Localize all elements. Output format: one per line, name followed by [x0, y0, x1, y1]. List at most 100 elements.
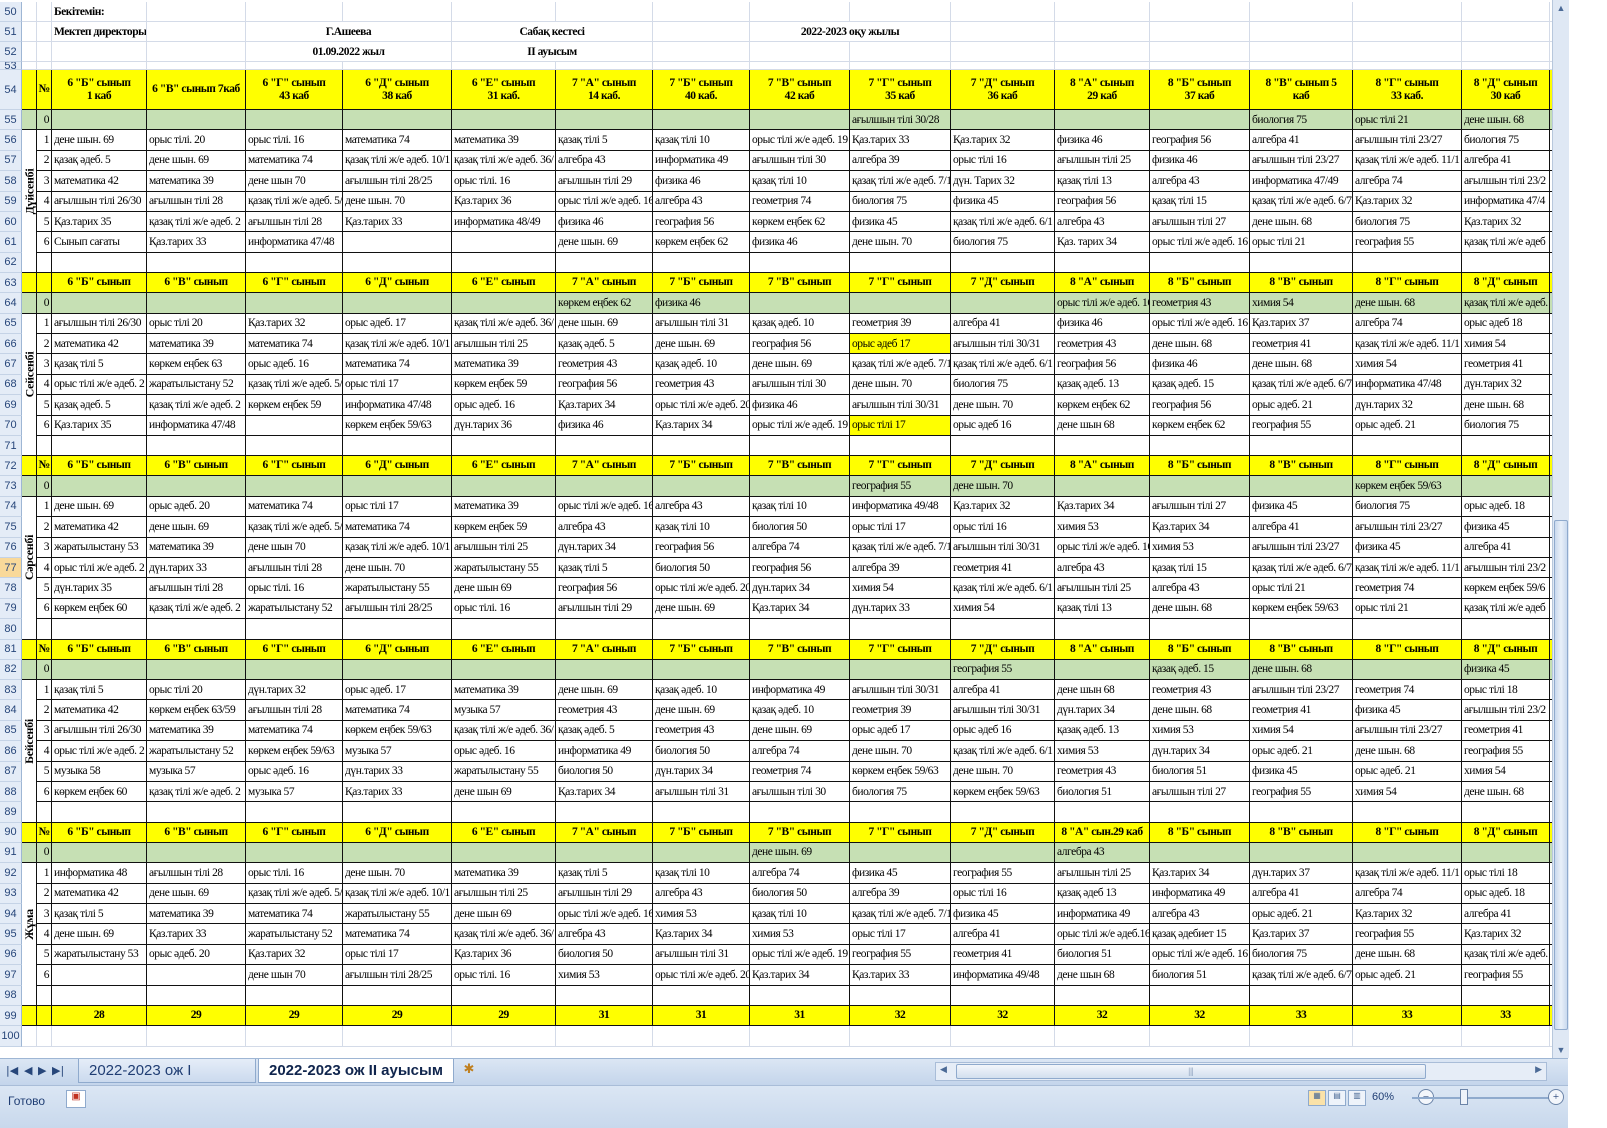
empty-cell[interactable]: [246, 436, 343, 457]
lesson-cell[interactable]: [1462, 476, 1550, 497]
lesson-cell[interactable]: [147, 293, 246, 314]
empty-cell[interactable]: [37, 1006, 52, 1027]
lesson-cell[interactable]: орыс әдеб. 16: [246, 761, 343, 782]
row-header[interactable]: 75: [0, 517, 22, 538]
empty-cell[interactable]: [1250, 1026, 1353, 1047]
lesson-cell[interactable]: биология 51: [1150, 761, 1250, 782]
lesson-cell[interactable]: биология 50: [653, 558, 750, 579]
row-header[interactable]: 96: [0, 944, 22, 966]
row-header[interactable]: 55: [0, 110, 22, 131]
lesson-cell[interactable]: Қаз.тарих 35: [52, 415, 147, 436]
lesson-cell[interactable]: [452, 659, 556, 680]
insert-sheet-icon[interactable]: ✱: [463, 1061, 475, 1076]
lesson-cell[interactable]: алгебра 43: [1150, 578, 1250, 599]
empty-cell[interactable]: [1150, 62, 1250, 70]
lesson-cell[interactable]: Қаз.тарих 33: [343, 782, 452, 803]
lesson-cell[interactable]: [1055, 110, 1150, 131]
lesson-cell[interactable]: [850, 293, 951, 314]
empty-cell[interactable]: [1550, 965, 1552, 986]
lesson-cell[interactable]: дүн.тарих 34: [1055, 700, 1150, 721]
lesson-cell[interactable]: Қаз.тарих 32: [1353, 191, 1462, 212]
lesson-cell[interactable]: орыс әдеб 16: [951, 415, 1055, 436]
empty-cell[interactable]: [1462, 62, 1550, 70]
lesson-cell[interactable]: қазақ тілі 5: [52, 680, 147, 701]
empty-cell[interactable]: [452, 252, 556, 274]
empty-cell[interactable]: [1462, 2, 1550, 22]
lesson-cell[interactable]: қазақ тілі 10: [750, 171, 850, 192]
lesson-cell[interactable]: қазақ тілі ж/е әдеб. 6/7: [1250, 191, 1353, 212]
empty-cell[interactable]: [343, 985, 452, 1006]
empty-cell[interactable]: [653, 42, 750, 62]
first-sheet-icon[interactable]: |◀: [6, 1064, 19, 1077]
empty-cell[interactable]: [951, 22, 1055, 42]
empty-cell[interactable]: [1550, 904, 1552, 925]
lesson-cell[interactable]: физика 46: [1150, 150, 1250, 172]
lesson-cell[interactable]: дене шын. 69: [147, 517, 246, 538]
lesson-cell[interactable]: қазақ тілі ж/е әдеб.: [1462, 944, 1550, 966]
lesson-cell[interactable]: қазақ тілі ж/е әдеб. 5/: [246, 191, 343, 212]
row-header[interactable]: 74: [0, 496, 22, 518]
lesson-cell[interactable]: химия 54: [951, 598, 1055, 620]
lesson-cell[interactable]: қазақ тілі ж/е әдеб. 6/1: [951, 741, 1055, 762]
empty-cell[interactable]: [1055, 62, 1150, 70]
lesson-cell[interactable]: биология 75: [1353, 212, 1462, 233]
lesson-cell[interactable]: алгебра 43: [653, 496, 750, 518]
empty-cell[interactable]: [1150, 22, 1250, 42]
lesson-cell[interactable]: Қаз.тарих 33: [343, 212, 452, 233]
row-header[interactable]: 95: [0, 924, 22, 945]
lesson-cell[interactable]: қазақ тілі ж/е әдеб. 5/: [246, 517, 343, 538]
normal-view-icon[interactable]: ▦: [1308, 1090, 1326, 1106]
lesson-cell[interactable]: физика 45: [850, 863, 951, 884]
row-header[interactable]: 97: [0, 965, 22, 986]
lesson-cell[interactable]: математика 42: [52, 171, 147, 192]
lesson-cell[interactable]: қазақ әдеб. 13: [1055, 720, 1150, 742]
last-sheet-icon[interactable]: ▶|: [52, 1064, 65, 1077]
lesson-cell[interactable]: қазақ тілі 10: [653, 517, 750, 538]
lesson-cell[interactable]: [52, 476, 147, 497]
lesson-cell[interactable]: информатика 48/49: [452, 212, 556, 233]
lesson-cell[interactable]: қазақ әдебиет 15: [1150, 924, 1250, 945]
empty-cell[interactable]: [37, 436, 52, 457]
lesson-cell[interactable]: ағылшын тілі 29: [556, 883, 653, 904]
horizontal-scrollbar[interactable]: ◀ ||| ▶: [935, 1062, 1547, 1081]
empty-cell[interactable]: [452, 1026, 556, 1047]
row-header[interactable]: 80: [0, 619, 22, 640]
horizontal-scroll-thumb[interactable]: |||: [956, 1064, 1426, 1079]
lesson-cell[interactable]: орыс әдеб. 21: [1353, 965, 1462, 986]
lesson-cell[interactable]: дүн.тарих 36: [452, 415, 556, 436]
lesson-cell[interactable]: [653, 659, 750, 680]
lesson-cell[interactable]: орыс тілі ж/е әдеб. 16: [556, 904, 653, 925]
lesson-cell[interactable]: ағылшын тілі 30: [750, 374, 850, 396]
empty-cell[interactable]: [1353, 802, 1462, 823]
lesson-cell[interactable]: Қаз.тарих 32: [246, 313, 343, 334]
empty-cell[interactable]: [1353, 2, 1462, 22]
lesson-cell[interactable]: Қаз. тарих 34: [1055, 232, 1150, 253]
empty-cell[interactable]: [1550, 599, 1552, 620]
lesson-cell[interactable]: физика 45: [1250, 496, 1353, 518]
lesson-cell[interactable]: биология 75: [1250, 110, 1353, 131]
lesson-cell[interactable]: [452, 110, 556, 131]
lesson-cell[interactable]: геометрия 41: [1462, 354, 1550, 375]
lesson-cell[interactable]: геометрия 39: [850, 313, 951, 334]
lesson-cell[interactable]: география 55: [850, 944, 951, 966]
empty-cell[interactable]: [1550, 822, 1552, 843]
macro-record-icon[interactable]: ▣: [66, 1090, 86, 1108]
lesson-cell[interactable]: [147, 965, 246, 986]
empty-cell[interactable]: [1550, 639, 1552, 660]
lesson-cell[interactable]: физика 46: [653, 171, 750, 192]
lesson-cell[interactable]: орыс тілі 21: [1250, 232, 1353, 253]
lesson-cell[interactable]: Қаз.тарих 34: [750, 965, 850, 986]
zoom-slider[interactable]: [1412, 1097, 1552, 1099]
lesson-cell[interactable]: геометрия 43: [556, 700, 653, 721]
row-header[interactable]: 81: [0, 639, 22, 660]
lesson-cell[interactable]: орыс әдеб. 21: [1250, 395, 1353, 416]
day-cell[interactable]: [22, 842, 37, 864]
empty-cell[interactable]: [452, 619, 556, 640]
lesson-cell[interactable]: геометрия 43: [1055, 334, 1150, 355]
lesson-cell[interactable]: математика 39: [452, 354, 556, 375]
lesson-cell[interactable]: дүн.тарих 32: [1353, 395, 1462, 416]
lesson-cell[interactable]: биология 75: [951, 232, 1055, 253]
empty-cell[interactable]: [1550, 538, 1552, 558]
lesson-cell[interactable]: [147, 476, 246, 497]
lesson-cell[interactable]: [147, 110, 246, 131]
